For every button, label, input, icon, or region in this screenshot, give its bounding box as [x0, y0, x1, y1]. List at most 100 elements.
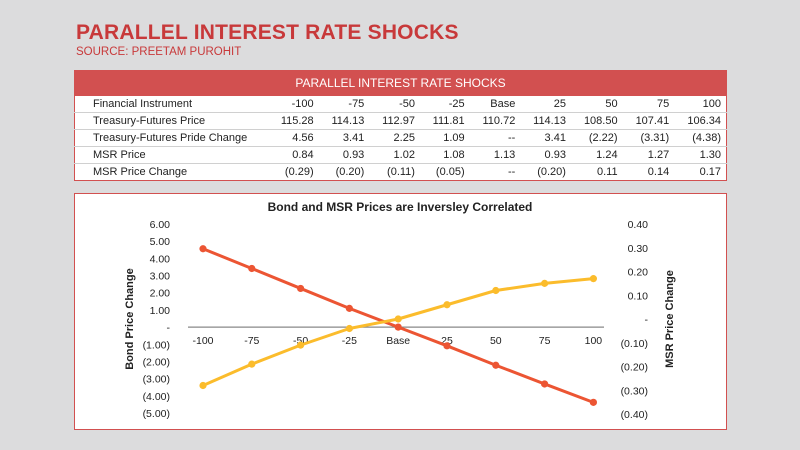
table-cell: 110.72 — [469, 112, 521, 130]
y2-tick-label: (0.10) — [621, 338, 648, 350]
table-cell: 1.24 — [570, 146, 623, 164]
msr-data-point — [297, 341, 305, 349]
y-tick-label: 1.00 — [150, 305, 171, 317]
x-tick-label: 50 — [490, 335, 502, 347]
source-caption: SOURCE: PREETAM PUROHIT — [76, 46, 242, 58]
column-header: 100 — [674, 96, 727, 113]
rate-shock-table: PARALLEL INTEREST RATE SHOCKS Financial … — [74, 70, 727, 181]
column-header: 75 — [622, 96, 675, 113]
table-cell: -- — [469, 129, 521, 147]
table-cell: 3.41 — [520, 129, 571, 147]
bond-data-point — [541, 380, 549, 388]
column-header: 50 — [570, 96, 623, 113]
table-cell: (4.38) — [674, 129, 727, 147]
column-header: Financial Instrument — [74, 96, 268, 113]
table-cell: 1.13 — [469, 146, 521, 164]
table-cell: (2.22) — [570, 129, 623, 147]
line-chart: Bond and MSR Prices are Inversley Correl… — [124, 200, 676, 421]
table-cell: (0.20) — [335, 166, 365, 178]
bond-data-point — [345, 304, 353, 312]
table-cell: (0.20) — [537, 166, 566, 178]
table-cell: 0.93 — [318, 146, 370, 164]
y2-axis-title: MSR Price Change — [664, 270, 676, 368]
bond-data-point — [443, 342, 451, 350]
chart-title: Bond and MSR Prices are Inversley Correl… — [268, 200, 533, 214]
column-header: -75 — [318, 96, 370, 113]
y-tick-label: (4.00) — [143, 391, 170, 403]
y-tick-label: (3.00) — [143, 374, 170, 386]
row-label: MSR Price Change — [93, 166, 188, 178]
msr-data-point — [199, 381, 207, 390]
column-header: -25 — [419, 96, 470, 113]
column-header: -50 — [369, 96, 420, 113]
table-cell: (0.11) — [387, 166, 415, 178]
table-cell: 1.02 — [369, 146, 420, 164]
msr-data-point — [394, 315, 402, 323]
y2-tick-label: (0.30) — [621, 385, 648, 397]
table-cell: (3.31) — [622, 129, 675, 147]
table-title: PARALLEL INTEREST RATE SHOCKS — [74, 70, 727, 96]
table-cell: (0.05) — [435, 166, 465, 178]
table-cell: 3.41 — [318, 129, 370, 147]
table-cell: 4.56 — [268, 129, 319, 147]
table-cell: -- — [507, 166, 516, 178]
y-axis-title: Bond Price Change — [124, 268, 136, 369]
table-row: MSR Price 0.84 0.93 1.02 1.08 1.13 0.93 1.24 1.2… — [74, 146, 727, 164]
y-tick-label: 2.00 — [150, 288, 171, 300]
msr-data-point — [345, 324, 353, 333]
table-row: MSR Price Change (0.29) (0.20) (0.11) (0.05)… — [75, 164, 727, 181]
y2-tick-label: 0.30 — [628, 243, 649, 255]
table-cell: 114.13 — [520, 112, 571, 130]
table-cell: 106.34 — [674, 112, 727, 130]
row-label: Treasury-Futures Price — [74, 112, 268, 130]
x-tick-label: 75 — [539, 335, 551, 347]
y2-tick-label: (0.40) — [621, 409, 648, 421]
msr-data-point — [492, 286, 500, 295]
table-cell: 1.30 — [674, 146, 727, 164]
x-tick-label: 100 — [585, 335, 603, 347]
table-cell: 107.41 — [622, 112, 675, 130]
y-tick-label: - — [167, 322, 171, 334]
table-cell: 0.93 — [520, 146, 571, 164]
bond-data-point — [492, 361, 500, 369]
table-cell: 1.08 — [419, 146, 470, 164]
x-tick-label: Base — [386, 335, 410, 347]
x-tick-label: 25 — [441, 335, 453, 347]
y-tick-label: 3.00 — [150, 271, 171, 283]
table-cell: (0.29) — [284, 166, 314, 178]
table-cell: 0.11 — [597, 166, 618, 178]
y-tick-label: (2.00) — [143, 356, 170, 368]
column-header: -100 — [268, 96, 319, 113]
y2-tick-label: 0.10 — [628, 290, 649, 302]
column-header: Base — [469, 96, 521, 113]
y-tick-label: 4.00 — [150, 253, 171, 265]
y-tick-label: (1.00) — [143, 339, 170, 351]
chart-panel: Bond and MSR Prices are Inversley Correl… — [74, 193, 727, 430]
y-tick-label: 6.00 — [150, 219, 171, 231]
y2-tick-label: 0.20 — [628, 267, 649, 279]
data-table: Financial Instrument -100 -75 -50 -25 Base 25 5… — [74, 96, 727, 181]
table-cell: 0.84 — [268, 146, 319, 164]
y2-tick-label: - — [645, 314, 649, 326]
table-row: Treasury-Futures Pride Change 4.56 3.41 2.2… — [74, 129, 727, 147]
bond-data-point — [394, 323, 402, 331]
table-cell: 108.50 — [570, 112, 623, 130]
bond-data-point — [199, 245, 207, 253]
row-label: MSR Price — [74, 146, 268, 164]
y-tick-label: (5.00) — [143, 408, 170, 420]
y-tick-label: 5.00 — [150, 236, 171, 248]
page-title: PARALLEL INTEREST RATE SHOCKS — [76, 21, 459, 44]
msr-series-line — [202, 277, 594, 387]
bond-data-point — [589, 398, 598, 406]
msr-data-point — [589, 275, 598, 283]
table-cell: 0.14 — [647, 166, 670, 178]
row-label: Treasury-Futures Pride Change — [74, 129, 268, 147]
msr-data-point — [443, 301, 451, 309]
table-cell: 1.09 — [419, 129, 470, 147]
table-header-row: Financial Instrument -100 -75 -50 -25 Base 25 5… — [74, 96, 727, 113]
table-row: Treasury-Futures Price 115.28 114.13 112.97… — [74, 112, 727, 130]
msr-data-point — [541, 279, 549, 287]
table-cell: 0.17 — [699, 166, 721, 178]
table-cell: 111.81 — [419, 112, 470, 130]
column-header: 25 — [520, 96, 571, 113]
